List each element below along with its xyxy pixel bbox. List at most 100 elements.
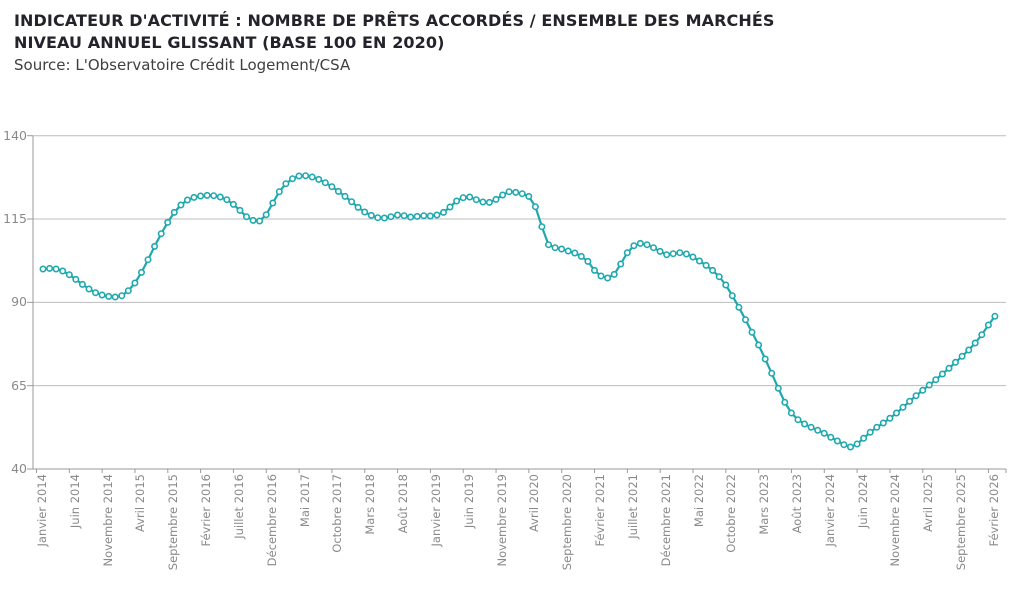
data-point-marker bbox=[216, 193, 224, 201]
data-point-marker bbox=[695, 257, 703, 265]
data-point-marker bbox=[295, 172, 303, 180]
y-axis-label-115: 115 bbox=[3, 211, 27, 227]
data-point-marker bbox=[275, 188, 283, 196]
x-axis-label: Juillet 2016 bbox=[231, 474, 246, 539]
data-point-marker bbox=[525, 192, 533, 200]
data-point-marker bbox=[558, 245, 566, 253]
data-point-marker bbox=[499, 191, 507, 199]
data-point-marker bbox=[46, 264, 54, 272]
data-point-marker bbox=[334, 187, 342, 195]
data-point-marker bbox=[873, 423, 881, 431]
x-axis-label: Novembre 2014 bbox=[100, 474, 115, 567]
data-point-marker bbox=[709, 266, 717, 274]
x-axis-label: Juin 2014 bbox=[67, 474, 82, 529]
data-point-marker bbox=[183, 196, 191, 204]
chart-header: INDICATEUR D'ACTIVITÉ : NOMBRE DE PRÊTS … bbox=[14, 10, 774, 76]
data-point-marker bbox=[860, 434, 868, 442]
x-axis-label: Août 2023 bbox=[789, 474, 804, 534]
data-point-marker bbox=[978, 331, 986, 339]
data-point-marker bbox=[466, 193, 474, 201]
data-point-marker bbox=[814, 426, 822, 434]
x-axis-label: Février 2021 bbox=[593, 474, 608, 547]
x-axis-label: Mars 2018 bbox=[363, 474, 378, 535]
data-point-marker bbox=[518, 190, 526, 198]
x-axis-label: Janvier 2019 bbox=[428, 474, 443, 547]
data-point-marker bbox=[59, 267, 67, 275]
data-point-marker bbox=[794, 416, 802, 424]
data-point-marker bbox=[302, 172, 310, 180]
x-axis-label: Avril 2020 bbox=[527, 474, 542, 533]
data-point-marker bbox=[459, 194, 467, 202]
data-point-marker bbox=[748, 328, 756, 336]
data-point-marker bbox=[512, 188, 520, 196]
data-point-marker bbox=[906, 397, 914, 405]
data-point-marker bbox=[604, 274, 612, 282]
data-point-marker bbox=[879, 419, 887, 427]
data-point-marker bbox=[932, 376, 940, 384]
data-point-marker bbox=[505, 188, 513, 196]
data-point-marker bbox=[236, 206, 244, 214]
data-point-marker bbox=[282, 180, 290, 188]
chart-title-line2: NIVEAU ANNUEL GLISSANT (BASE 100 EN 2020… bbox=[14, 33, 445, 52]
x-axis-label: Août 2018 bbox=[396, 474, 411, 534]
x-axis-label: Novembre 2024 bbox=[888, 474, 903, 567]
data-point-marker bbox=[413, 212, 421, 220]
data-point-marker bbox=[741, 316, 749, 324]
data-point-marker bbox=[164, 218, 172, 226]
data-point-marker bbox=[656, 247, 664, 255]
x-axis-label: Février 2026 bbox=[986, 474, 1001, 547]
x-axis-label: Mai 2017 bbox=[297, 474, 312, 528]
activity-line bbox=[41, 174, 997, 449]
data-point-marker bbox=[551, 244, 559, 252]
data-point-marker bbox=[768, 369, 776, 377]
data-point-marker bbox=[348, 198, 356, 206]
data-point-marker bbox=[538, 223, 546, 231]
data-point-marker bbox=[65, 271, 73, 279]
data-point-marker bbox=[991, 312, 999, 320]
data-point-marker bbox=[846, 443, 854, 451]
data-point-marker bbox=[728, 292, 736, 300]
data-point-marker bbox=[544, 241, 552, 249]
data-point-marker bbox=[571, 249, 579, 257]
data-point-marker bbox=[833, 437, 841, 445]
data-point-marker bbox=[308, 173, 316, 181]
data-point-marker bbox=[485, 198, 493, 206]
data-point-marker bbox=[328, 183, 336, 191]
chart-source: Source: L'Observatoire Crédit Logement/C… bbox=[14, 56, 351, 74]
data-point-marker bbox=[945, 364, 953, 372]
data-point-marker bbox=[472, 196, 480, 204]
x-axis-label: Décembre 2016 bbox=[264, 474, 279, 567]
data-point-marker bbox=[492, 195, 500, 203]
data-point-marker bbox=[761, 355, 769, 363]
data-point-marker bbox=[925, 381, 933, 389]
data-point-marker bbox=[118, 292, 126, 300]
data-point-marker bbox=[407, 213, 415, 221]
data-point-marker bbox=[676, 249, 684, 257]
data-point-marker bbox=[52, 265, 60, 273]
data-point-marker bbox=[564, 247, 572, 255]
data-point-marker bbox=[341, 192, 349, 200]
data-point-marker bbox=[124, 287, 132, 295]
data-point-marker bbox=[387, 213, 395, 221]
data-point-marker bbox=[702, 261, 710, 269]
x-axis-label: Octobre 2017 bbox=[330, 474, 345, 553]
x-axis-label: Avril 2025 bbox=[921, 474, 936, 533]
data-point-marker bbox=[643, 241, 651, 249]
x-axis-label: Septembre 2025 bbox=[954, 474, 969, 571]
data-point-marker bbox=[820, 429, 828, 437]
data-point-marker bbox=[170, 208, 178, 216]
data-point-marker bbox=[354, 203, 362, 211]
data-point-marker bbox=[951, 358, 959, 366]
data-point-marker bbox=[321, 179, 329, 187]
data-point-marker bbox=[400, 212, 408, 220]
x-axis-label: Juin 2019 bbox=[461, 474, 476, 529]
data-point-marker bbox=[617, 260, 625, 268]
data-point-marker bbox=[840, 441, 848, 449]
data-point-marker bbox=[439, 208, 447, 216]
data-point-marker bbox=[190, 193, 198, 201]
data-point-marker bbox=[892, 409, 900, 417]
data-point-marker bbox=[649, 244, 657, 252]
data-point-marker bbox=[433, 211, 441, 219]
data-point-marker bbox=[223, 196, 231, 204]
